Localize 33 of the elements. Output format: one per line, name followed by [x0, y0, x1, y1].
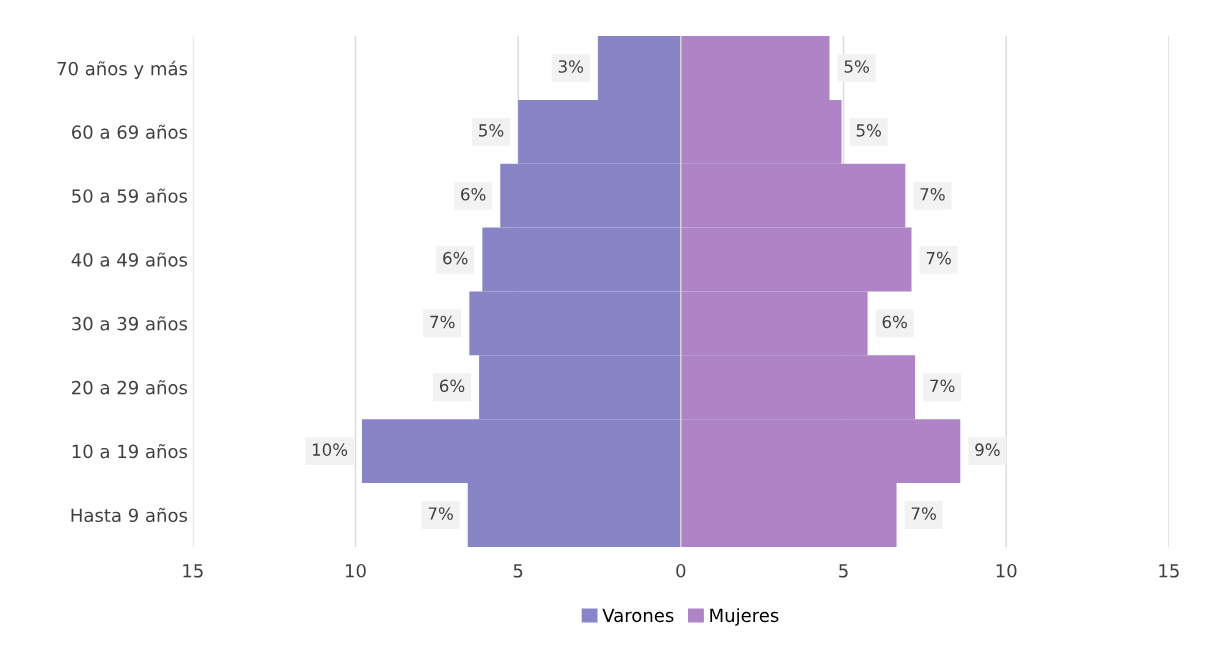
x-tick-label: 0	[676, 563, 686, 578]
data-label: 5%	[856, 124, 881, 137]
data-label: 10%	[312, 443, 348, 456]
y-tick-label: Hasta 9 años	[71, 507, 188, 523]
x-tick-label: 10	[345, 563, 366, 578]
x-tick-label: 15	[183, 564, 203, 578]
data-label: 7%	[428, 507, 453, 520]
x-tick-label: 5	[513, 564, 523, 578]
data-label: 5%	[479, 124, 504, 137]
y-tick-label: 30 a 39 años	[72, 316, 188, 331]
legend-label: Mujeres	[710, 608, 779, 626]
y-tick-label: 50 a 59 años	[72, 188, 188, 203]
x-tick-label: 5	[839, 564, 848, 578]
data-label: 9%	[975, 443, 1000, 456]
data-label: 5%	[844, 60, 869, 73]
data-label: 7%	[926, 251, 951, 265]
data-label: 6%	[461, 187, 486, 201]
x-tick-label: 15	[1159, 564, 1179, 578]
data-label: 7%	[920, 187, 945, 201]
data-label: 6%	[443, 251, 468, 265]
y-tick-label: 40 a 49 años	[71, 252, 188, 267]
data-label: 6%	[882, 315, 907, 329]
data-label: 7%	[930, 379, 955, 393]
x-tick-label: 10	[996, 563, 1017, 578]
data-label: 6%	[439, 379, 465, 393]
y-tick-label: 70 años y más	[57, 60, 188, 79]
data-label: 7%	[911, 507, 936, 520]
data-label: 3%	[558, 60, 584, 73]
y-tick-label: 60 a 69 años	[72, 124, 188, 139]
legend-label: Varones	[602, 608, 674, 623]
y-tick-label: 10 a 19 años	[72, 443, 188, 459]
y-tick-label: 20 a 29 años	[72, 380, 188, 395]
data-label: 7%	[430, 315, 455, 329]
